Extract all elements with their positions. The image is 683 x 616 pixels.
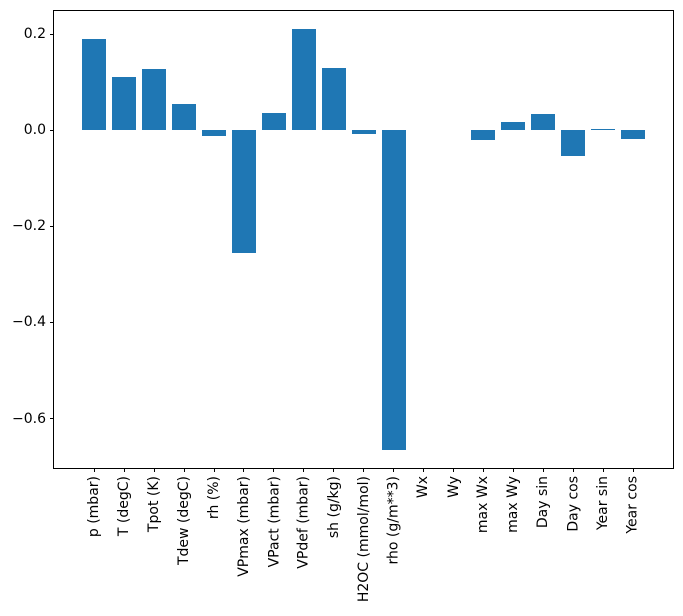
bar-tdew-degc [172, 103, 197, 131]
y-axis-tick [49, 321, 53, 323]
bar-day-cos [561, 130, 586, 156]
x-tick-label: rh (%) [206, 476, 223, 520]
x-axis-tick [482, 468, 484, 472]
x-axis-tick [183, 468, 185, 472]
x-tick-label: max Wx [475, 476, 492, 534]
y-tick-label: 0.2 [23, 26, 46, 43]
y-tick-label: −0.4 [12, 314, 46, 331]
x-tick-label: Wx [415, 476, 432, 499]
x-tick-label: VPmax (mbar) [235, 476, 252, 577]
x-tick-label: max Wy [505, 476, 522, 533]
x-axis-tick [572, 468, 574, 472]
x-tick-label: VPdef (mbar) [295, 476, 312, 569]
y-axis-tick [49, 418, 53, 420]
y-axis-tick [49, 129, 53, 131]
x-tick-label: Tdew (degC) [176, 476, 193, 566]
bar-year-cos [621, 130, 646, 139]
x-axis-tick [363, 468, 365, 472]
x-tick-label: Tpot (K) [146, 476, 163, 533]
y-tick-label: −0.2 [12, 218, 46, 235]
x-axis-tick [123, 468, 125, 472]
bar-day-sin [531, 114, 556, 131]
x-axis-tick [333, 468, 335, 472]
x-axis-tick [273, 468, 275, 472]
bar-rho-g-m-3 [381, 130, 406, 450]
x-tick-label: Year cos [625, 476, 642, 534]
y-tick-label: −0.6 [12, 410, 46, 427]
bar-vpact-mbar [261, 113, 286, 131]
y-axis-tick [49, 225, 53, 227]
bar-vpdef-mbar [291, 29, 316, 131]
x-tick-label: T (degC) [116, 476, 133, 537]
x-tick-label: Day sin [535, 476, 552, 529]
x-axis-tick [153, 468, 155, 472]
bar-tpot-k [142, 68, 167, 131]
x-axis-tick [632, 468, 634, 472]
bar-sh-g-kg [321, 67, 346, 131]
bar-t-degc [112, 77, 137, 131]
x-axis-tick [93, 468, 95, 472]
bar-max-wx [471, 130, 496, 141]
x-axis-tick [602, 468, 604, 472]
x-tick-label: Year sin [595, 476, 612, 531]
bar-rh [202, 130, 227, 136]
x-tick-label: sh (g/kg) [325, 476, 342, 539]
bar-p-mbar [82, 38, 107, 131]
bar-vpmax-mbar [231, 130, 256, 253]
x-axis-tick [542, 468, 544, 472]
x-axis-tick [423, 468, 425, 472]
x-axis-tick [303, 468, 305, 472]
x-axis-tick [393, 468, 395, 472]
x-tick-label: p (mbar) [86, 476, 103, 538]
x-tick-label: Wy [445, 476, 462, 498]
x-axis-tick [452, 468, 454, 472]
x-axis-tick [512, 468, 514, 472]
x-tick-label: rho (g/m**3) [385, 476, 402, 565]
x-tick-label: H2OC (mmol/mol) [355, 476, 372, 603]
x-axis-tick [213, 468, 215, 472]
bar-max-wy [501, 121, 526, 131]
x-axis-tick [243, 468, 245, 472]
y-axis-tick [49, 33, 53, 35]
y-tick-label: 0.0 [23, 122, 46, 139]
bar-h2oc-mmol-mol [351, 130, 376, 134]
x-tick-label: VPact (mbar) [265, 476, 282, 568]
x-tick-label: Day cos [565, 476, 582, 532]
bar-year-sin [591, 128, 616, 131]
